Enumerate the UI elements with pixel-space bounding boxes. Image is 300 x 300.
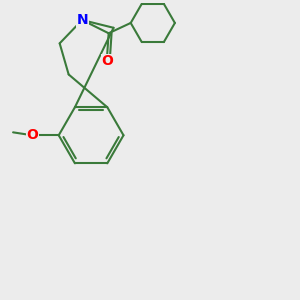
Text: O: O <box>101 54 113 68</box>
Text: O: O <box>26 128 38 142</box>
Text: N: N <box>76 13 88 27</box>
